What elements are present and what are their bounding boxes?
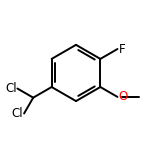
Text: O: O: [118, 90, 128, 103]
Text: Cl: Cl: [5, 82, 17, 95]
Text: Cl: Cl: [12, 107, 23, 120]
Text: F: F: [119, 43, 125, 55]
